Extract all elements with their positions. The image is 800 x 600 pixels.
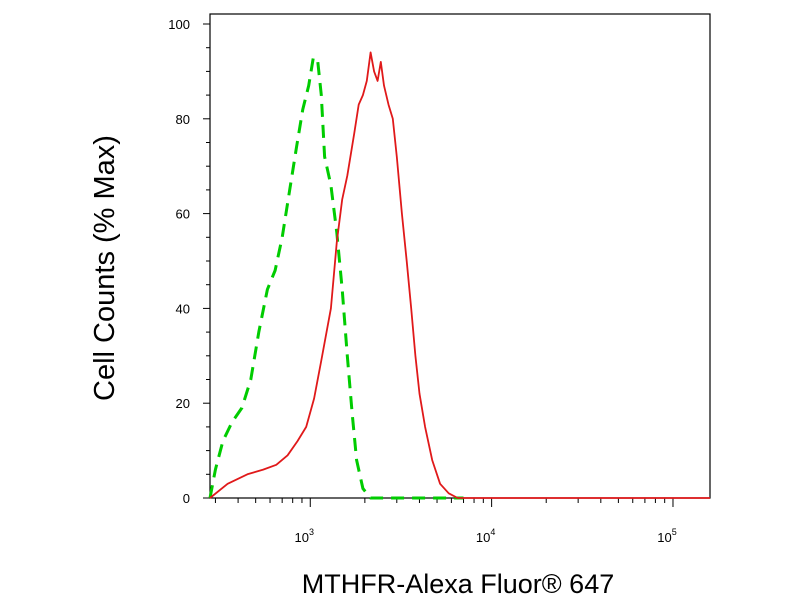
axes: 0 20 40 60 80 100 103 104 105: [168, 13, 711, 545]
series-group: [208, 51, 710, 500]
y-tick-label: 60: [176, 207, 190, 222]
x-tick-label: 103: [295, 527, 314, 545]
y-tick-label: 20: [176, 396, 190, 411]
y-tick-label: 80: [176, 112, 190, 127]
y-tick-label: 40: [176, 301, 190, 316]
plot-frame: [209, 13, 711, 499]
control-series-line: [208, 55, 464, 500]
sample-series-line: [209, 51, 710, 499]
x-axis-label: MTHFR-Alexa Fluor® 647: [302, 569, 614, 599]
x-tick-label: 105: [657, 527, 676, 545]
y-tick-label: 100: [168, 17, 190, 32]
x-tick-label: 104: [476, 527, 495, 545]
y-axis-label: Cell Counts (% Max): [89, 135, 121, 401]
y-tick-label: 0: [183, 491, 190, 506]
